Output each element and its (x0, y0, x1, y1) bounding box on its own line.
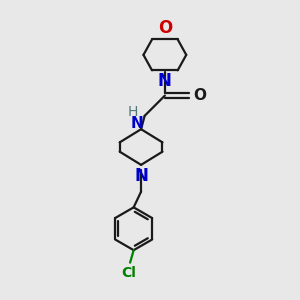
Text: N: N (158, 72, 172, 90)
Text: O: O (193, 88, 206, 103)
Text: N: N (134, 167, 148, 184)
Text: Cl: Cl (122, 266, 136, 280)
Text: H: H (128, 105, 138, 119)
Text: O: O (158, 19, 172, 37)
Text: N: N (130, 116, 143, 131)
